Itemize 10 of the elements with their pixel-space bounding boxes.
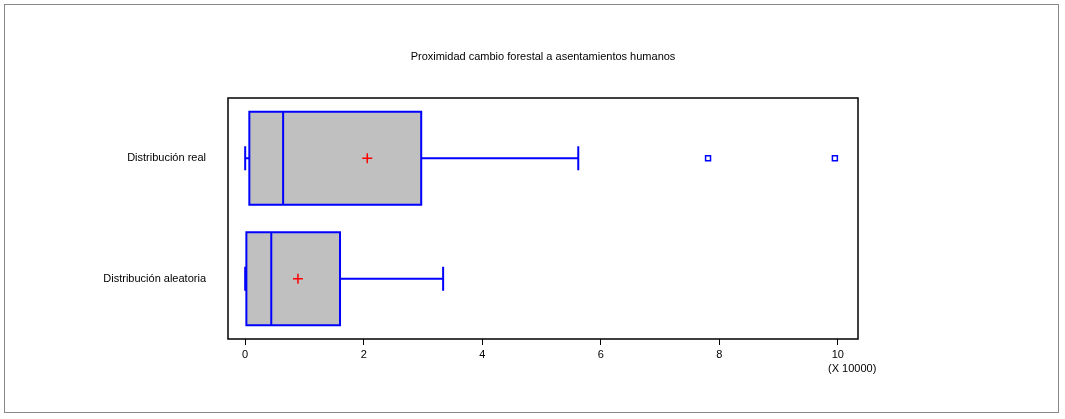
x-tick-label: 4 (479, 347, 486, 360)
x-tick-label: 2 (360, 347, 367, 360)
x-tick-label: 6 (597, 347, 604, 360)
y-tick-label: Distribución aleatoria (103, 271, 207, 284)
x-tick-label: 0 (242, 347, 249, 360)
x-axis-title: (X 10000) (828, 361, 877, 374)
chart-title: Proximidad cambio forestal a asentamientos humanos (410, 50, 676, 63)
y-tick-label: Distribución real (127, 151, 206, 164)
x-tick-label: 8 (716, 347, 723, 360)
x-tick-label: 10 (831, 347, 844, 360)
